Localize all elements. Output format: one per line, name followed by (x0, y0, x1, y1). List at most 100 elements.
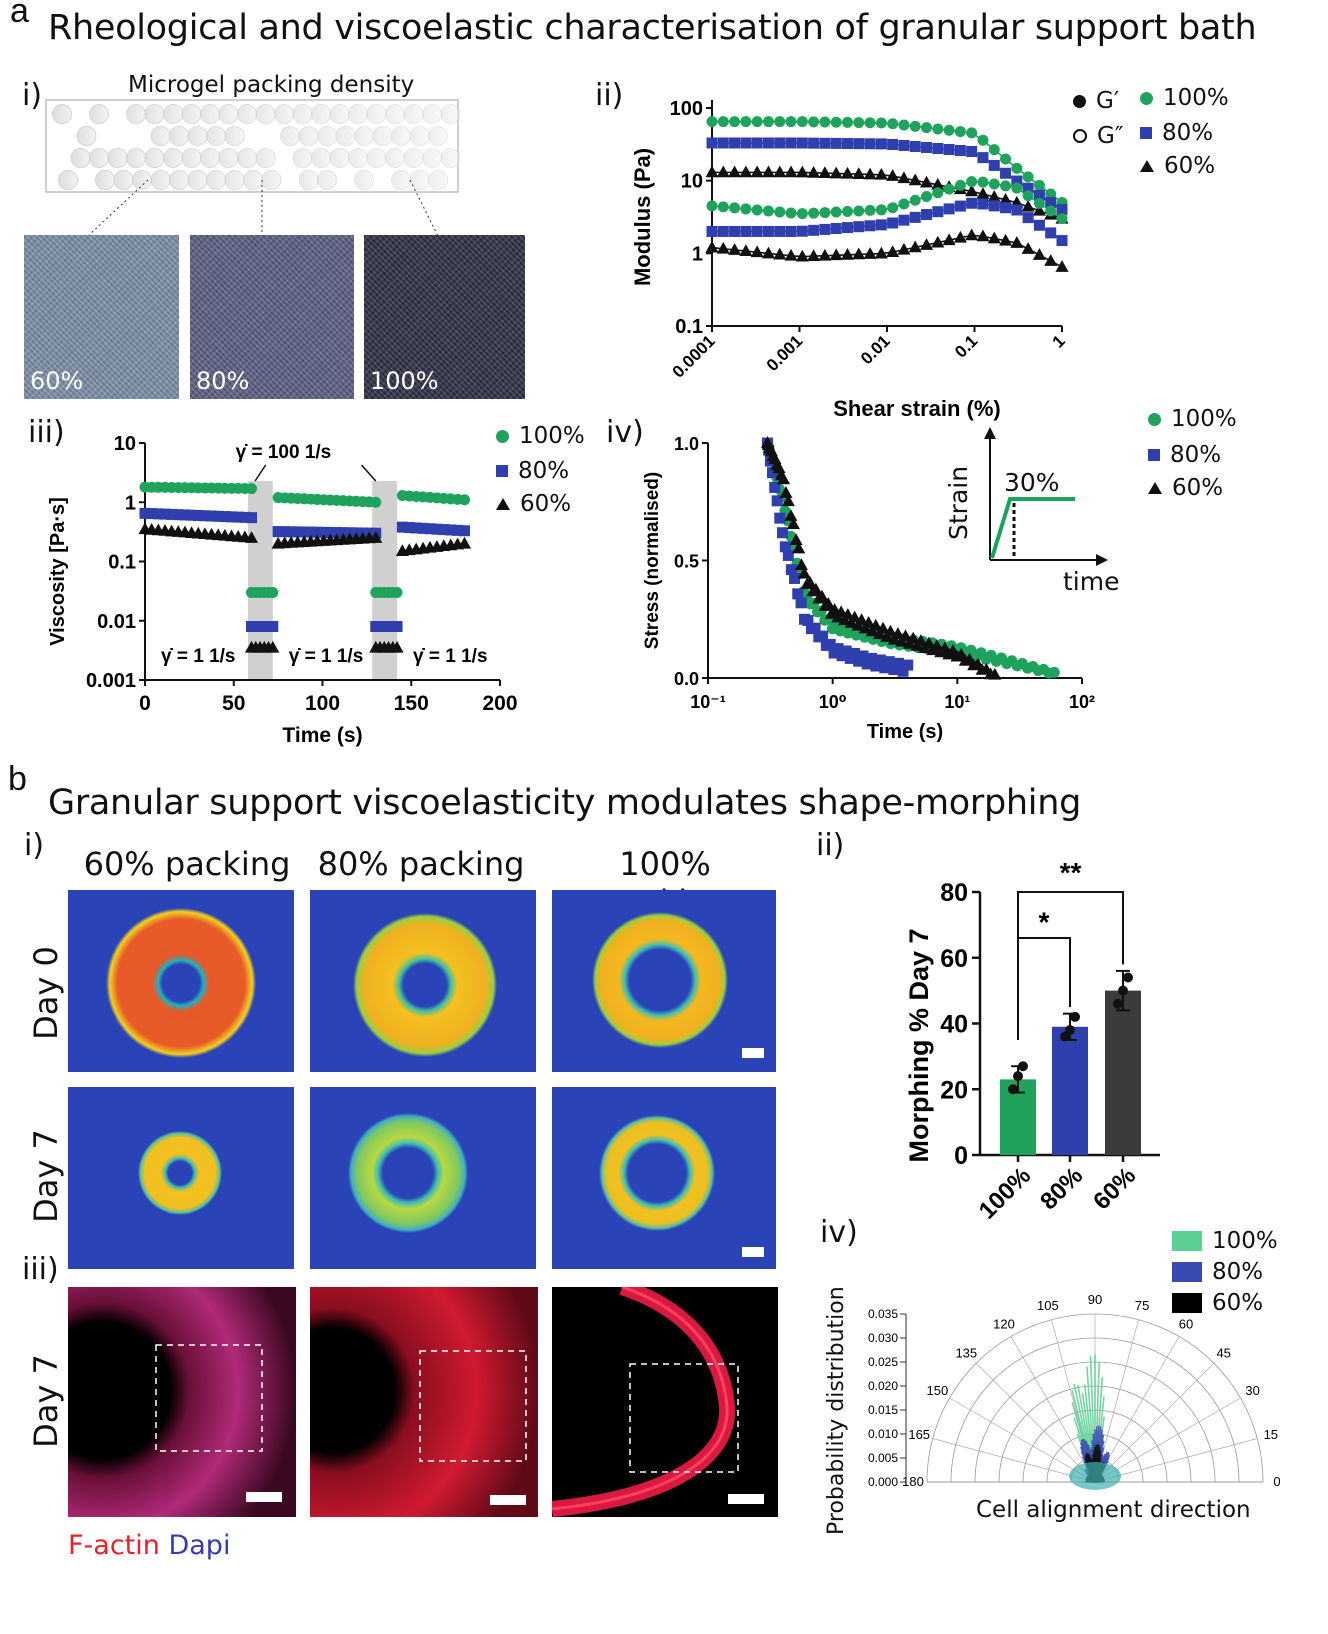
data-point (1118, 986, 1128, 996)
y-tick-label: 1.0 (674, 434, 699, 454)
panel-b-title: Granular support viscoelasticity modulat… (48, 783, 1081, 823)
microgel-particle (77, 127, 96, 146)
series-100%-gprime-point (1012, 164, 1021, 173)
blue-swatch-icon (1172, 1262, 1202, 1282)
legend-aiv-60-label: 60% (1172, 475, 1223, 501)
scale-bar (742, 1048, 764, 1058)
x-tick-label: 200 (482, 692, 517, 715)
y-tick-label: 0 (954, 1142, 968, 1170)
series-100%-gprime-point (945, 126, 954, 135)
series-80%-gprime-point (854, 139, 863, 148)
y-axis-label: Modulus (Pa) (630, 148, 655, 286)
series-100%-gprime-point (753, 205, 762, 214)
microgel-particle (410, 127, 429, 146)
series-60%-gprime-point (1057, 262, 1067, 271)
series-100%-gprime-point (798, 117, 807, 126)
series-80%-gprime-point (1058, 236, 1067, 245)
confocal-60 (68, 1287, 296, 1517)
series-80%-gprime-point (978, 153, 987, 162)
data-point (1070, 1012, 1080, 1022)
series-60%-gprime-point (842, 250, 852, 259)
data-point (1008, 1084, 1018, 1094)
legend-aiii-100-label: 100% (519, 423, 585, 449)
legend-aiv-80: 80% (1148, 442, 1221, 468)
series-80%-gprime-point (854, 222, 863, 231)
microgel-particle (330, 149, 349, 168)
x-tick-label: 150 (394, 692, 429, 715)
angle-label: 150 (927, 1383, 949, 1398)
series-60%-gprime-point (989, 234, 999, 243)
microgel-particle (145, 105, 164, 124)
x-tick-label: 100 (305, 692, 340, 715)
legend-biv-60-label: 60% (1212, 1290, 1263, 1316)
series-100%-gprime-point (1035, 181, 1044, 190)
series-60%-gprime-point (752, 167, 762, 176)
x-tick-label: 50 (222, 692, 245, 715)
microgel-particle (423, 105, 442, 124)
x-tick-label: 10² (1069, 692, 1095, 712)
series-60%-gprime-point (775, 250, 785, 259)
series-100%-point (371, 498, 380, 507)
series-100%-gprime-point (708, 201, 717, 210)
y-tick-label: 0.001 (86, 670, 136, 692)
x-tick-label: 1 (1049, 331, 1069, 351)
series-60%-gprime-point (865, 249, 875, 258)
y-tick-label: 1 (692, 243, 703, 265)
series-60%-gprime-point (707, 243, 717, 252)
microgel-particle (151, 127, 170, 146)
x-tick-label: 0.1 (951, 331, 981, 361)
x-tick-label: 80% (1035, 1162, 1088, 1215)
series-80%-gprime-point (730, 138, 739, 147)
green-swatch-icon (1172, 1231, 1202, 1251)
series-80%-gprime-point (945, 145, 954, 154)
series-60%-gprime-point (888, 247, 898, 256)
series-80%-gprime-point (787, 138, 796, 147)
heatmap-60-day7 (68, 1087, 294, 1269)
microgel-particle (386, 149, 405, 168)
scale-bar (728, 1494, 764, 1504)
y-tick-label: 0.5 (674, 552, 699, 572)
green-circle-icon (1140, 92, 1153, 105)
series-80%-gprime-point (922, 210, 931, 219)
blue-square-icon (496, 465, 508, 477)
series-60%-gprime-point (730, 245, 740, 254)
series-100%-gprime-point (888, 119, 897, 128)
x-tick-label: 0.0001 (669, 331, 719, 381)
angle-label: 165 (908, 1427, 930, 1442)
series-60%-gprime-point (741, 246, 751, 255)
series-100%-gprime-point (1046, 207, 1055, 216)
series-80%-gprime-point (956, 146, 965, 155)
angle-label: 180 (902, 1474, 924, 1489)
x-tick-label: 0.001 (763, 331, 807, 375)
series-60%-gprime-point (775, 167, 785, 176)
series-100%-gprime-point (832, 208, 841, 217)
series-60%-gprime-point (842, 169, 852, 178)
series-100%-gprime-point (933, 124, 942, 133)
series-100%-gprime-point (809, 117, 818, 126)
series-60%-gprime-point (989, 192, 999, 201)
angle-label: 0 (1273, 1474, 1280, 1489)
legend-biv-60: 60% (1172, 1290, 1263, 1316)
series-60%-gprime-point (978, 189, 988, 198)
micrograph-80-label: 80% (196, 367, 249, 395)
microgel-particle (164, 149, 183, 168)
series-80%-gprime-point (719, 138, 728, 147)
series-100%-gprime-point (719, 202, 728, 211)
series-100%-gprime-point (820, 118, 829, 127)
legend-gdouble: G″ (1073, 123, 1123, 149)
series-60%-gprime-point (910, 175, 920, 184)
series-100%-gprime-point (775, 208, 784, 217)
series-80%-point (793, 589, 802, 598)
series-100%-gprime-point (730, 203, 739, 212)
series-80%-gprime-point (933, 207, 942, 216)
series-100%-gprime-point (741, 204, 750, 213)
series-60%-gprime-point (899, 245, 909, 254)
viscosity-chart: 0.0010.010.11100 50 100 150 200Time (s)Visco… (40, 425, 530, 755)
angle-label: 45 (1216, 1345, 1230, 1360)
series-100%-point (268, 588, 277, 597)
r-tick-label: 0.010 (868, 1427, 898, 1441)
series-80%-gprime-point (809, 139, 818, 148)
col-title-60: 60% packing (82, 845, 292, 883)
series-80%-gprime-point (888, 140, 897, 149)
microgel-particle (164, 105, 183, 124)
